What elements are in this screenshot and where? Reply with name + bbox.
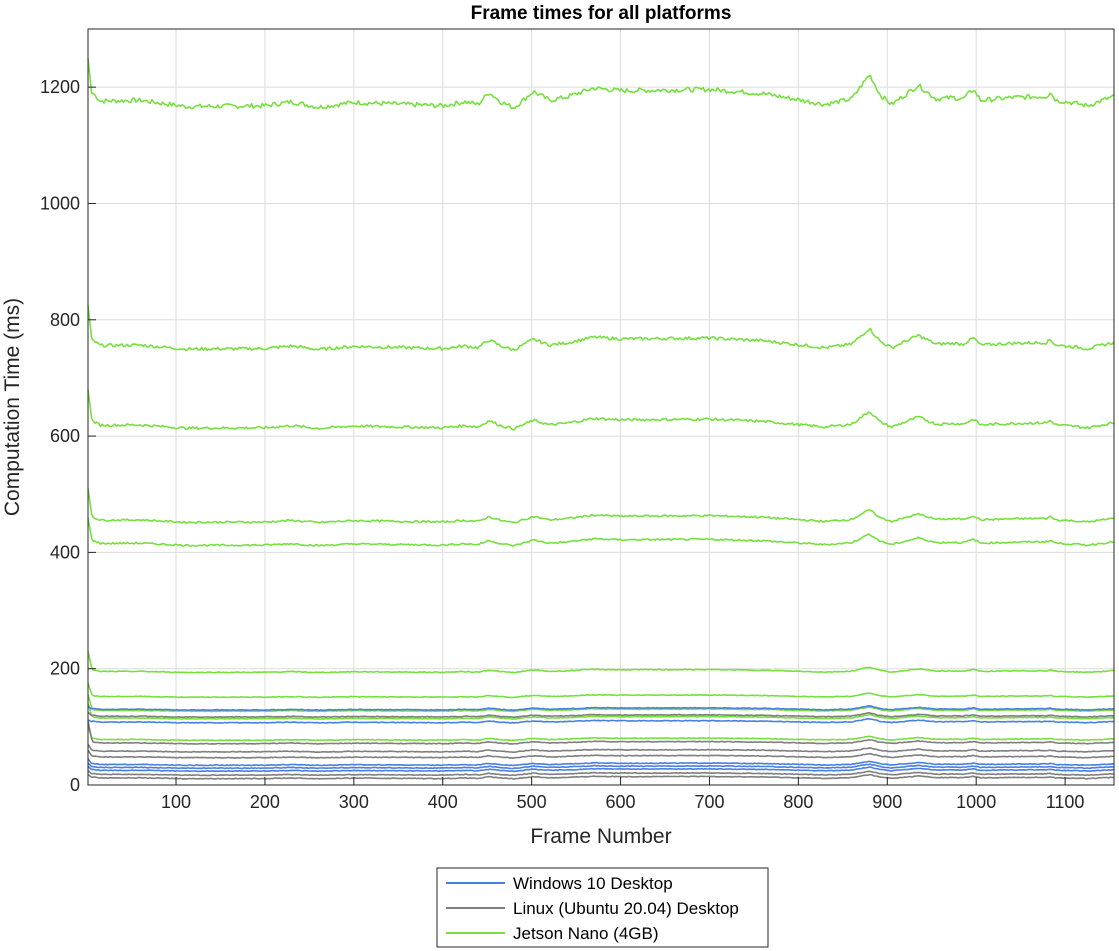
x-tick-label: 300 [339,792,369,812]
series-line [87,711,1115,719]
x-tick-label: 900 [872,792,902,812]
series-line [87,726,1115,742]
x-tick-label: 100 [161,792,191,812]
series-line [87,720,1115,745]
series-line [87,651,1115,674]
legend: Windows 10 Desktop Linux (Ubuntu 20.04) D… [436,867,769,948]
x-tick-label: 1100 [1046,792,1085,812]
x-tick-label: 700 [694,792,724,812]
series-line [87,758,1115,767]
series-line [87,773,1115,780]
series-line [87,749,1115,759]
series-lines [87,58,1115,780]
y-tick-label: 1200 [40,77,80,97]
x-ticks: 100 200 300 400 500 600 700 800 900 1000 1100 [161,777,1084,812]
series-line [87,703,1115,720]
series-line [87,765,1115,773]
y-tick-label: 1000 [40,193,80,213]
series-line [87,762,1114,770]
y-tick-label: 600 [50,426,80,446]
series-line [87,58,1115,110]
series-line [87,389,1115,431]
y-tick-label: 400 [50,542,80,562]
series-line [87,694,1114,713]
x-tick-label: 400 [428,792,458,812]
x-tick-label: 200 [250,792,280,812]
y-axis-label: Computation Time (ms) [1,298,24,516]
x-tick-label: 800 [783,792,813,812]
y-tick-label: 800 [50,310,80,330]
series-line [87,743,1115,754]
y-ticks: 0 200 400 600 800 1000 1200 [40,77,96,795]
series-line [87,704,1115,712]
series-line [87,717,1115,724]
series-line [87,769,1114,777]
y-tick-label: 200 [50,659,80,679]
chart-title: Frame times for all platforms [471,3,732,24]
x-axis-label: Frame Number [530,825,671,848]
series-line [87,682,1115,699]
series-line [87,517,1115,548]
plot-area-frame [87,28,1115,786]
x-tick-label: 1000 [956,792,996,812]
x-tick-label: 600 [606,792,636,812]
x-tick-label: 500 [517,792,547,812]
series-line [87,305,1115,352]
series-line [87,488,1115,525]
y-tick-label: 0 [70,775,80,795]
legend-label: Jetson Nano (4GB) [513,924,659,943]
legend-label: Linux (Ubuntu 20.04) Desktop [513,899,739,918]
legend-label: Windows 10 Desktop [513,874,673,893]
